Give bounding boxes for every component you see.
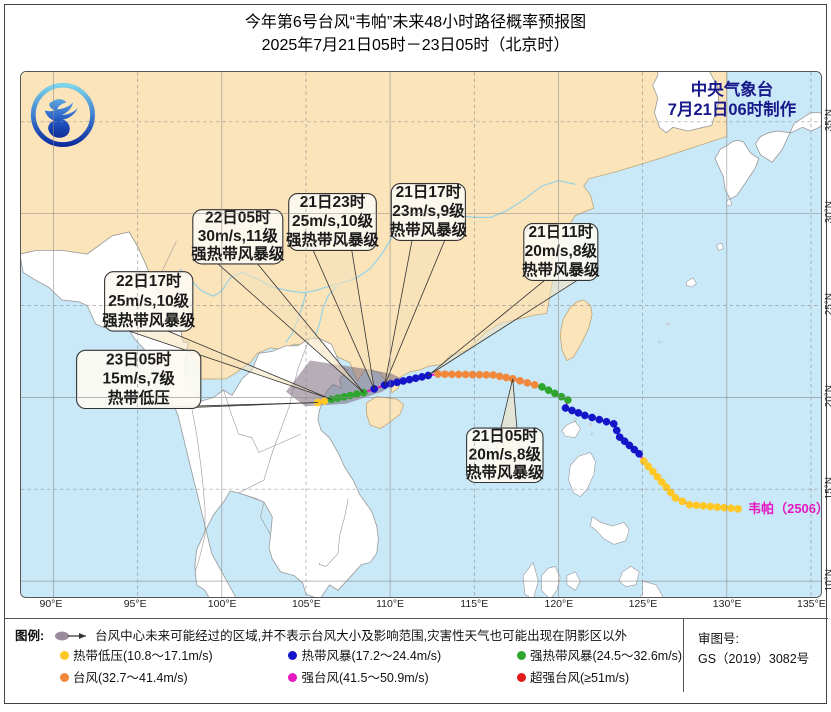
svg-text:强热带风暴级: 强热带风暴级 — [102, 310, 196, 329]
svg-text:21日17时: 21日17时 — [396, 183, 462, 201]
svg-text:23m/s,9级: 23m/s,9级 — [392, 201, 465, 220]
svg-text:21日23时: 21日23时 — [300, 193, 366, 211]
svg-text:热带风暴级: 热带风暴级 — [390, 220, 468, 239]
svg-text:强热带风暴级: 强热带风暴级 — [191, 243, 285, 262]
svg-text:21日05时: 21日05时 — [472, 427, 538, 445]
svg-text:20m/s,8级: 20m/s,8级 — [469, 444, 542, 463]
svg-text:热带风暴级: 热带风暴级 — [466, 462, 544, 481]
svg-text:22日05时: 22日05时 — [205, 208, 271, 226]
svg-text:韦帕（2506）: 韦帕（2506） — [748, 500, 821, 515]
svg-text:22日17时: 22日17时 — [116, 272, 182, 290]
svg-text:20m/s,8级: 20m/s,8级 — [525, 241, 598, 260]
svg-text:15m/s,7级: 15m/s,7级 — [103, 368, 176, 387]
svg-text:强热带风暴级: 强热带风暴级 — [286, 230, 380, 249]
svg-text:21日11时: 21日11时 — [528, 223, 593, 241]
svg-text:30m/s,11级: 30m/s,11级 — [198, 225, 279, 244]
svg-text:热带风暴级: 热带风暴级 — [522, 260, 600, 279]
svg-text:25m/s,10级: 25m/s,10级 — [292, 211, 373, 230]
svg-text:25m/s,10级: 25m/s,10级 — [108, 290, 189, 309]
svg-text:23日05时: 23日05时 — [106, 350, 172, 368]
